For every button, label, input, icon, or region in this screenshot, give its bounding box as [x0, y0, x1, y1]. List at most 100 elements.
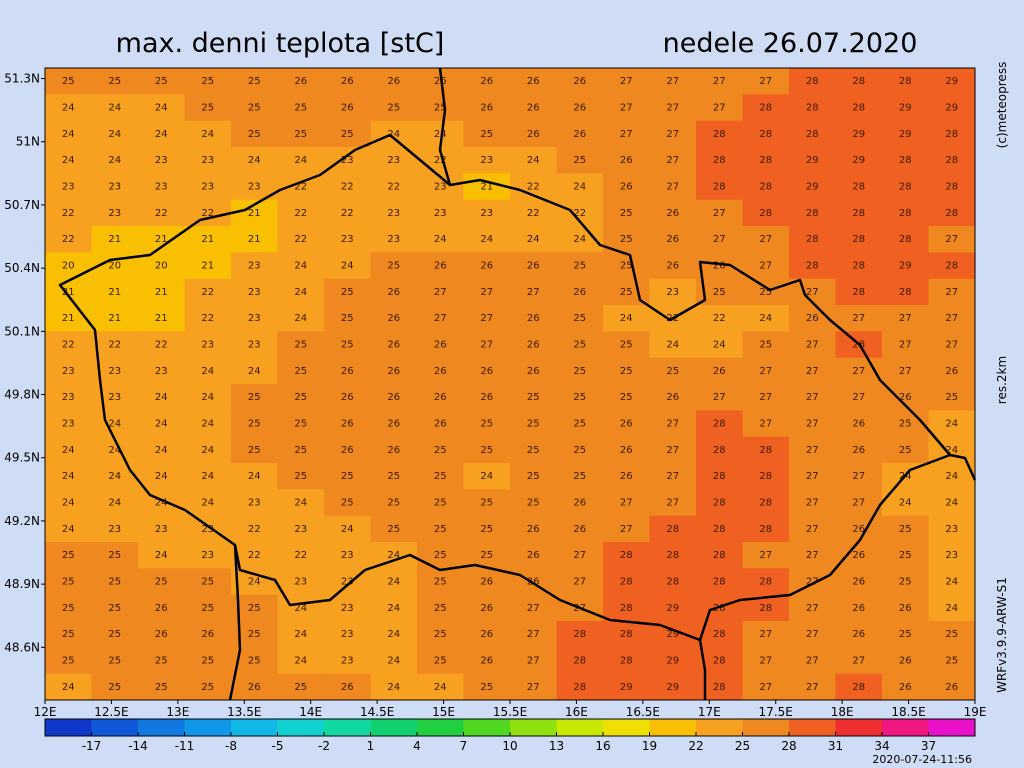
- field-cell: [835, 120, 883, 148]
- field-cell: [370, 515, 418, 543]
- timestamp: 2020-07-24-11:56: [872, 753, 972, 766]
- colorbar-tick-label: 31: [828, 739, 843, 753]
- field-value: 28: [852, 682, 865, 693]
- field-value: 26: [852, 629, 865, 640]
- field-cell: [835, 147, 883, 174]
- field-value: 21: [201, 261, 214, 272]
- colorbar-segment: [138, 719, 185, 736]
- field-value: 26: [945, 682, 958, 693]
- field-value: 26: [341, 445, 354, 456]
- field-value: 28: [620, 603, 633, 614]
- field-cell: [138, 436, 185, 464]
- field-cell: [928, 673, 976, 701]
- field-cell: [556, 568, 604, 596]
- field-cell: [231, 489, 278, 517]
- field-value: 21: [155, 287, 168, 298]
- field-value: 26: [806, 313, 819, 324]
- colorbar-segment: [417, 719, 464, 736]
- field-value: 26: [387, 76, 400, 87]
- field-cell: [696, 226, 743, 253]
- field-cell: [138, 568, 185, 596]
- field-cell: [138, 621, 185, 648]
- field-cell: [45, 331, 92, 359]
- colorbar-tick-label: 28: [781, 739, 796, 753]
- field-cell: [649, 147, 697, 174]
- field-cell: [510, 147, 557, 174]
- field-cell: [603, 568, 650, 596]
- field-cell: [138, 68, 185, 95]
- field-value: 27: [759, 234, 772, 245]
- field-cell: [928, 120, 976, 148]
- field-value: 26: [852, 577, 865, 588]
- field-value: 27: [806, 419, 819, 430]
- field-value: 22: [341, 182, 354, 193]
- field-value: 26: [666, 234, 679, 245]
- field-cell: [370, 621, 418, 648]
- field-cell: [603, 384, 650, 411]
- field-cell: [789, 463, 836, 490]
- field-cell: [277, 278, 325, 306]
- field-value: 27: [527, 629, 540, 640]
- field-value: 26: [852, 419, 865, 430]
- field-value: 28: [899, 208, 912, 219]
- colorbar-segment: [556, 719, 604, 736]
- field-cell: [603, 594, 650, 622]
- field-value: 24: [108, 129, 121, 140]
- field-cell: [603, 120, 650, 148]
- field-cell: [370, 463, 418, 490]
- field-cell: [324, 542, 371, 569]
- field-value: 24: [434, 682, 447, 693]
- field-value: 28: [945, 261, 958, 272]
- field-value: 25: [573, 155, 586, 166]
- field-cell: [184, 68, 232, 95]
- field-value: 20: [62, 261, 75, 272]
- field-value: 27: [573, 577, 586, 588]
- field-cell: [417, 226, 464, 253]
- field-value: 26: [852, 445, 865, 456]
- field-value: 26: [573, 76, 586, 87]
- field-cell: [370, 305, 418, 332]
- field-value: 24: [945, 603, 958, 614]
- field-value: 25: [108, 603, 121, 614]
- field-value: 24: [201, 498, 214, 509]
- field-value: 28: [945, 129, 958, 140]
- field-cell: [231, 305, 278, 332]
- field-cell: [742, 489, 790, 517]
- field-value: 27: [620, 129, 633, 140]
- x-tick-label: 12.5E: [94, 705, 128, 719]
- field-cell: [556, 489, 604, 517]
- field-cell: [184, 305, 232, 332]
- field-value: 24: [294, 155, 307, 166]
- field-cell: [649, 410, 697, 438]
- field-value: 28: [806, 234, 819, 245]
- field-value: 26: [713, 261, 726, 272]
- field-value: 26: [480, 656, 493, 667]
- field-value: 25: [201, 656, 214, 667]
- colorbar-tick-label: 4: [413, 739, 421, 753]
- field-value: 25: [341, 287, 354, 298]
- field-cell: [45, 594, 92, 622]
- y-tick-label: 48.9N: [4, 577, 40, 591]
- field-value: 24: [945, 471, 958, 482]
- colorbar-tick-label: 7: [460, 739, 468, 753]
- field-cell: [510, 68, 557, 95]
- field-value: 24: [713, 340, 726, 351]
- field-cell: [277, 463, 325, 490]
- field-value: 21: [62, 313, 75, 324]
- field-value: 24: [387, 129, 400, 140]
- field-cell: [510, 252, 557, 280]
- field-value: 21: [108, 287, 121, 298]
- field-value: 26: [434, 261, 447, 272]
- field-cell: [277, 647, 325, 675]
- field-cell: [649, 436, 697, 464]
- colorbar-tick-label: 19: [642, 739, 657, 753]
- field-value: 22: [201, 208, 214, 219]
- field-value: 24: [387, 629, 400, 640]
- field-value: 25: [899, 419, 912, 430]
- field-value: 29: [666, 682, 679, 693]
- field-value: 24: [155, 392, 168, 403]
- colorbar-segment: [742, 719, 790, 736]
- field-value: 23: [201, 340, 214, 351]
- side-label: WRFv3.9.9-ARW-S1: [995, 577, 1009, 693]
- field-cell: [603, 410, 650, 438]
